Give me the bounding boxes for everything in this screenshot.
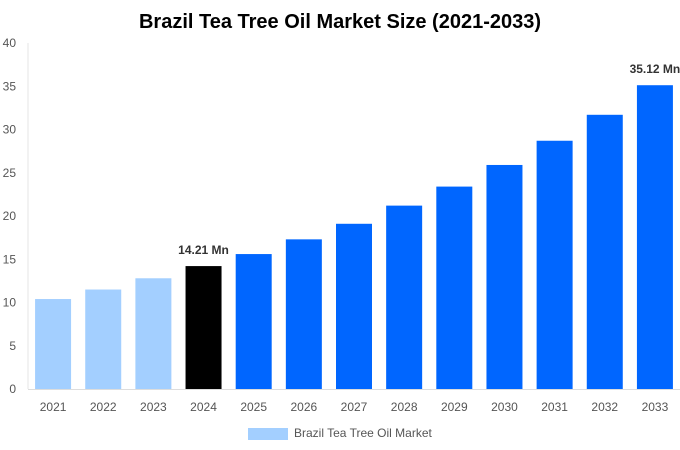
y-tick-label: 35 [3, 79, 17, 93]
x-tick-label: 2033 [642, 400, 669, 414]
x-tick-label: 2030 [491, 400, 518, 414]
x-tick-label: 2027 [341, 400, 368, 414]
y-tick-label: 30 [3, 123, 17, 137]
x-tick-label: 2026 [290, 400, 317, 414]
y-tick-label: 10 [3, 296, 17, 310]
legend-label: Brazil Tea Tree Oil Market [294, 426, 432, 440]
bar-2026[interactable] [285, 239, 322, 389]
x-tick-label: 2032 [591, 400, 618, 414]
x-tick-label: 2025 [240, 400, 267, 414]
legend-swatch [248, 428, 288, 440]
y-tick-label: 0 [9, 382, 16, 396]
y-tick-label: 20 [3, 209, 17, 223]
x-tick-label: 2029 [441, 400, 468, 414]
bar-2023[interactable] [135, 278, 172, 389]
bar-2021[interactable] [35, 299, 72, 389]
y-tick-label: 15 [3, 252, 17, 266]
bar-2025[interactable] [235, 254, 272, 389]
bar-2028[interactable] [386, 205, 423, 389]
chart-title: Brazil Tea Tree Oil Market Size (2021-20… [139, 11, 541, 33]
x-tick-label: 2028 [391, 400, 418, 414]
y-tick-label: 5 [9, 339, 16, 353]
bar-2030[interactable] [486, 164, 523, 389]
bar-2029[interactable] [436, 186, 473, 389]
bar-2031[interactable] [536, 140, 573, 389]
data-label: 14.21 Mn [178, 243, 229, 257]
y-tick-label: 25 [3, 166, 17, 180]
bar-2024[interactable] [185, 266, 222, 389]
x-tick-label: 2024 [190, 400, 217, 414]
data-label: 35.12 Mn [630, 62, 680, 76]
bar-2027[interactable] [336, 223, 372, 389]
y-tick-label: 40 [3, 36, 17, 50]
x-tick-label: 2022 [90, 400, 117, 414]
bar-2032[interactable] [586, 114, 623, 390]
x-tick-label: 2023 [140, 400, 167, 414]
legend[interactable]: Brazil Tea Tree Oil Market [248, 426, 432, 440]
x-tick-label: 2021 [40, 400, 67, 414]
x-tick-label: 2031 [541, 400, 568, 414]
bar-2022[interactable] [85, 289, 122, 389]
bar-2033[interactable] [636, 85, 673, 389]
